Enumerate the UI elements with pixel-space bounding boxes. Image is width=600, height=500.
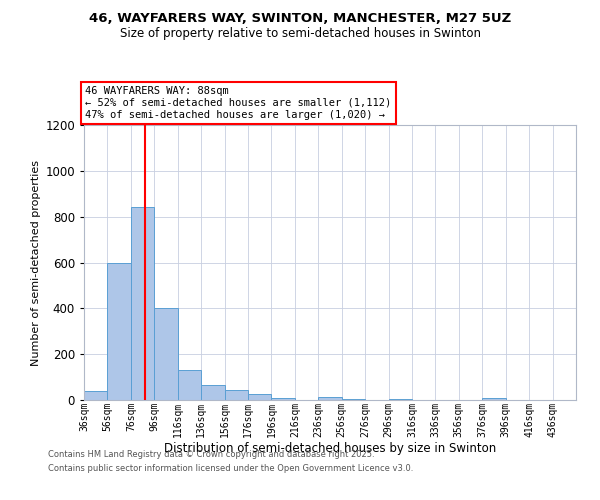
Bar (131, 208, 154, 400)
X-axis label: Distribution of semi-detached houses by size in Swinton: Distribution of semi-detached houses by … (164, 442, 496, 455)
Text: Size of property relative to semi-detached houses in Swinton: Size of property relative to semi-detach… (119, 28, 481, 40)
Bar (107, 262, 131, 400)
Bar (154, 308, 178, 400)
Bar (224, 390, 248, 400)
Bar (178, 370, 201, 400)
Bar (248, 394, 271, 400)
Y-axis label: Number of semi-detached properties: Number of semi-detached properties (31, 160, 41, 366)
Bar (342, 399, 365, 400)
Bar (318, 397, 342, 400)
Bar (84, 391, 107, 400)
Text: 46, WAYFARERS WAY, SWINTON, MANCHESTER, M27 5UZ: 46, WAYFARERS WAY, SWINTON, MANCHESTER, … (89, 12, 511, 26)
Text: Contains HM Land Registry data © Crown copyright and database right 2025.: Contains HM Land Registry data © Crown c… (48, 450, 374, 459)
Bar (482, 398, 506, 400)
Text: Contains public sector information licensed under the Open Government Licence v3: Contains public sector information licen… (48, 464, 413, 473)
Bar (271, 398, 295, 400)
Text: 46 WAYFARERS WAY: 88sqm
← 52% of semi-detached houses are smaller (1,112)
47% of: 46 WAYFARERS WAY: 88sqm ← 52% of semi-de… (85, 86, 391, 120)
Bar (201, 385, 224, 400)
